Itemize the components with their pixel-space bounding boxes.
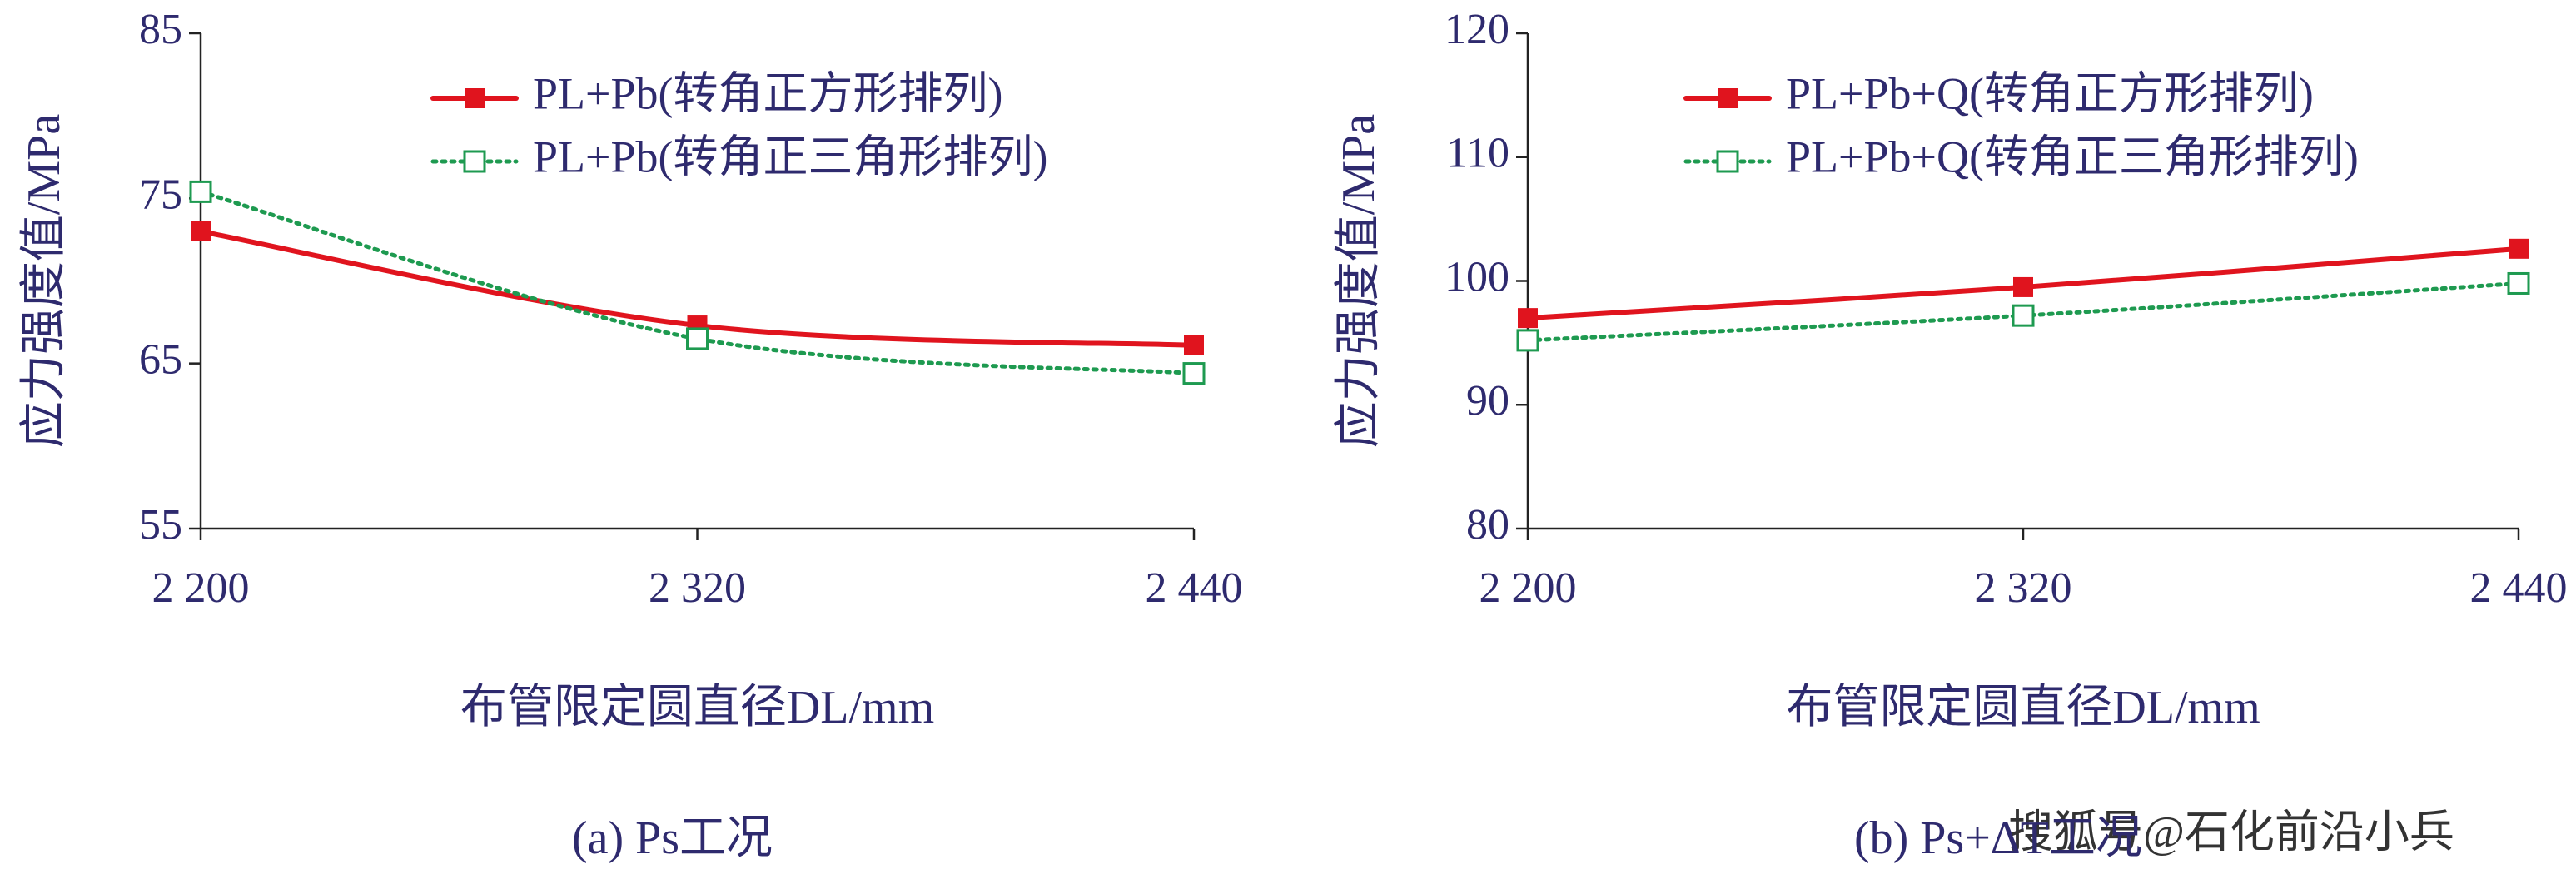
x-axis-title: 布管限定圆直径DL/mm [1786, 682, 2260, 733]
y-tick-label: 75 [139, 171, 182, 218]
legend-marker [465, 88, 485, 108]
caption: (a) Ps工况 [572, 812, 773, 864]
y-tick-label: 80 [1466, 501, 1509, 549]
point [2013, 276, 2033, 297]
y-tick-label: 90 [1466, 377, 1509, 425]
legend-label: PL+Pb(转角正三角形排列) [533, 132, 1047, 181]
x-tick-label: 2 320 [1975, 564, 2072, 612]
point [686, 327, 709, 350]
point [1182, 362, 1206, 385]
point [2507, 271, 2530, 295]
point [1516, 329, 1539, 352]
point [2012, 304, 2035, 327]
caption: (b) Ps+ΔT工况 [1854, 812, 2142, 864]
x-tick-label: 2 200 [1479, 564, 1577, 612]
x-axis-title: 布管限定圆直径DL/mm [460, 682, 934, 733]
point [189, 180, 212, 203]
y-tick-label: 100 [1445, 253, 1509, 300]
point [1184, 335, 1204, 355]
point [2509, 238, 2529, 259]
x-tick-label: 2 200 [152, 564, 250, 612]
y-tick-label: 120 [1445, 6, 1509, 53]
x-tick-label: 2 440 [1146, 564, 1243, 612]
y-tick-label: 65 [139, 336, 182, 384]
legend-marker [1716, 150, 1739, 173]
watermark: 搜狐号@石化前沿小兵 [2008, 807, 2454, 857]
legend-marker [463, 150, 486, 173]
point [1518, 308, 1538, 329]
legend-label: PL+Pb+Q(转角正三角形排列) [1786, 132, 2359, 181]
legend-label: PL+Pb(转角正方形排列) [533, 68, 1002, 118]
point [191, 221, 211, 241]
x-tick-label: 2 320 [649, 564, 746, 612]
y-axis-title: 应力强度值/MPa [1333, 114, 1385, 448]
y-axis-title: 应力强度值/MPa [18, 114, 70, 448]
y-tick-label: 85 [139, 6, 182, 53]
legend-marker [1718, 88, 1738, 108]
x-tick-label: 2 440 [2470, 564, 2568, 612]
y-tick-label: 110 [1446, 130, 1509, 177]
legend-label: PL+Pb+Q(转角正方形排列) [1786, 68, 2314, 118]
y-tick-label: 55 [139, 501, 182, 549]
